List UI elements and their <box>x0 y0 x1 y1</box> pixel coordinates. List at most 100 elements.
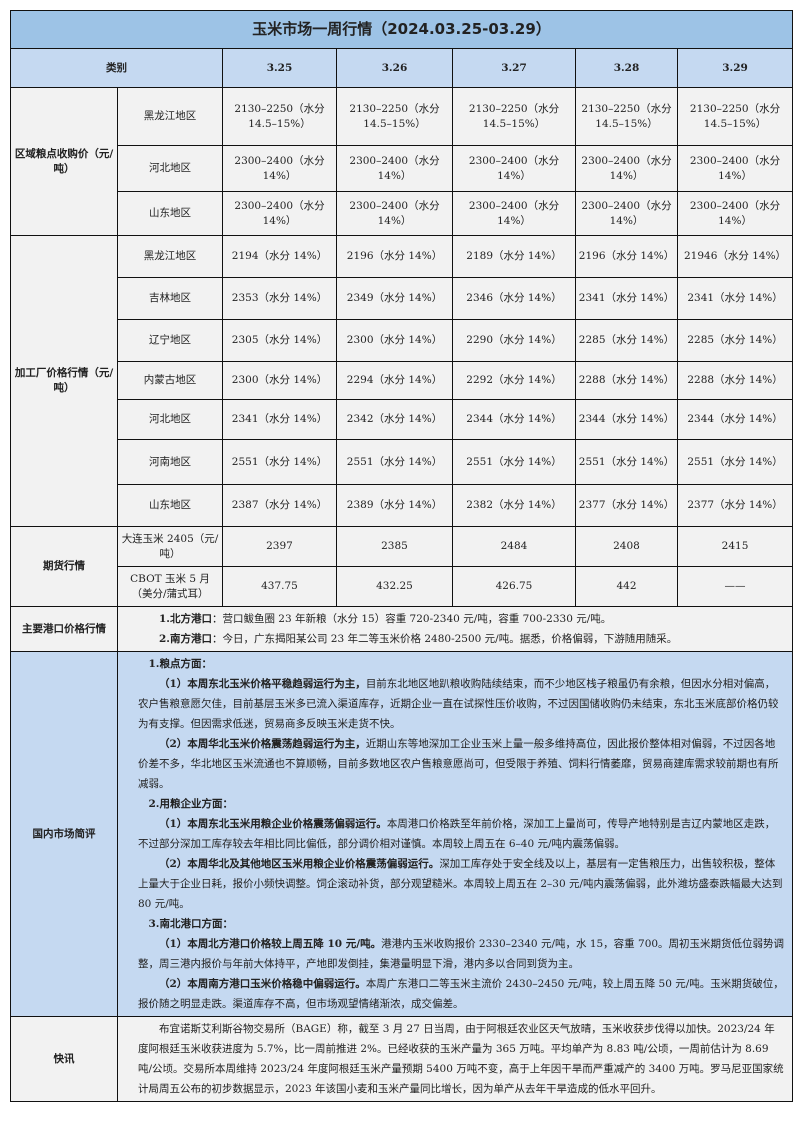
header-date: 3.25 <box>222 48 337 88</box>
price-cell: 2130–2250（水分 14.5–15%） <box>452 87 576 146</box>
price-cell: 2300–2400（水分 14%） <box>575 191 678 236</box>
price-cell: 2342（水分 14%） <box>336 399 453 440</box>
region-label: 河北地区 <box>117 399 223 440</box>
price-cell: 2300–2400（水分 14%） <box>452 145 576 192</box>
price-cell: 2288（水分 14%） <box>575 361 678 400</box>
price-cell: 21946（水分 14%） <box>676 235 794 278</box>
price-cell: 2189（水分 14%） <box>452 235 576 278</box>
price-cell: 2300–2400（水分 14%） <box>676 145 794 192</box>
paragraph-text: 本周广东港口二等玉米主流价 2430–2450 元/吨，较上周五降 50 元/吨… <box>138 978 784 1010</box>
price-cell: 2341（水分 14%） <box>222 399 337 440</box>
table-row: 辽宁地区 2305（水分 14%） 2300（水分 14%） 2290（水分 14%）… <box>11 319 794 362</box>
paragraph-lead: （2）本周华北玉米价格震荡趋弱运行为主， <box>159 738 366 750</box>
price-cell: 2353（水分 14%） <box>222 277 337 320</box>
market-paragraph: （2）本周华北及其他地区玉米用粮企业价格震荡偏弱运行。深加工库存处于安全线及以上… <box>138 854 784 914</box>
paragraph-lead: （1）本周北方港口价格较上周五降 10 元/吨。 <box>159 938 382 950</box>
region-label: 山东地区 <box>117 191 223 236</box>
news-row: 快讯 布宜诺斯艾利斯谷物交易所（BAGE）称，截至 3 月 27 日当周，由于阿根… <box>10 1016 794 1102</box>
price-cell: 2341（水分 14%） <box>575 277 678 320</box>
paragraph-text: 本周港口价格跌至年前价格，深加工上量尚可，传导产地特别是吉辽内蒙地区走跌，不过部… <box>138 818 776 850</box>
paragraph-lead: （2）本周南方港口玉米价格稳中偏弱运行。 <box>159 978 366 990</box>
price-cell: 2344（水分 14%） <box>452 399 576 440</box>
market-content: 1.粮点方面： （1）本周东北玉米价格平稳趋弱运行为主，目前东北地区地趴粮收购陆续… <box>116 651 794 1017</box>
price-cell: 2344（水分 14%） <box>676 399 794 440</box>
price-cell: 2300（水分 14%） <box>222 361 337 400</box>
price-cell: 2300–2400（水分 14%） <box>452 191 576 236</box>
region-label: 内蒙古地区 <box>117 361 223 400</box>
header-date: 3.27 <box>452 48 576 88</box>
price-cell: 2130–2250（水分14.5–15%） <box>575 87 678 146</box>
price-cell: 2130–2250（水分14.5–15%） <box>222 87 337 146</box>
paragraph-lead: （1）本周东北玉米价格平稳趋弱运行为主， <box>159 678 366 690</box>
ports-row: 主要港口价格行情 1.北方港口：营口鲅鱼圈 23 年新粮（水分 15）容重 720… <box>10 606 794 652</box>
category-label: 区域粮点收购价（元/吨） <box>10 87 118 236</box>
table-row: 区域粮点收购价（元/吨） 黑龙江地区 2130–2250（水分14.5–15%） 21… <box>10 87 794 236</box>
price-cell: 2346（水分 14%） <box>452 277 576 320</box>
port-item: 2.南方港口：今日，广东揭阳某公司 23 年二等玉米价格 2480-2500 元… <box>138 629 784 649</box>
price-cell: 2408 <box>575 526 678 567</box>
port-item: 1.北方港口：营口鲅鱼圈 23 年新粮（水分 15）容重 720-2340 元/… <box>138 609 784 629</box>
price-cell: 2194（水分 14%） <box>222 235 337 278</box>
price-cell: 2385 <box>336 526 453 567</box>
table-row: 山东地区 2387（水分 14%） 2389（水分 14%） 2382（水分 14%）… <box>11 484 794 527</box>
market-paragraph: （1）本周东北玉米价格平稳趋弱运行为主，目前东北地区地趴粮收购陆续结束，而不少地… <box>138 674 784 734</box>
price-cell: 2294（水分 14%） <box>336 361 453 400</box>
section-heading: 3.南北港口方面： <box>148 918 233 930</box>
table-row: 吉林地区 2353（水分 14%） 2349（水分 14%） 2346（水分 14%）… <box>11 277 794 320</box>
region-label: 辽宁地区 <box>117 319 223 362</box>
table-row: 加工厂价格行情（元/吨） 黑龙江地区 2194（水分 14%） 2196（水分 14%… <box>10 235 794 527</box>
price-cell: 426.75 <box>452 566 576 607</box>
price-cell: 2551（水分 14%） <box>222 439 337 485</box>
price-cell: 2196（水分 14%） <box>336 235 453 278</box>
paragraph-text: 目前东北地区地趴粮收购陆续结束，而不少地区栈子粮虽仍有余粮，但因水分相对偏高，农… <box>138 678 779 730</box>
price-cell: 2377（水分 14%） <box>575 484 678 527</box>
price-cell: —— <box>676 566 794 607</box>
section-heading: 1.粮点方面： <box>148 658 212 670</box>
table-row: 内蒙古地区 2300（水分 14%） 2294（水分 14%） 2292（水分 14%… <box>11 361 794 400</box>
price-cell: 2382（水分 14%） <box>452 484 576 527</box>
header-date: 3.26 <box>336 48 453 88</box>
price-cell: 2551（水分 14%） <box>676 439 794 485</box>
port-text: ：营口鲅鱼圈 23 年新粮（水分 15）容重 720-2340 元/吨，容重 7… <box>211 613 612 625</box>
region-label: 大连玉米 2405（元/吨） <box>117 526 223 567</box>
region-label: 黑龙江地区 <box>117 235 223 278</box>
price-cell: 2285（水分 14%） <box>575 319 678 362</box>
region-label: 山东地区 <box>117 484 223 527</box>
price-cell: 2389（水分 14%） <box>336 484 453 527</box>
price-cell: 2288（水分 14%） <box>676 361 794 400</box>
price-cell: 2196（水分 14%） <box>575 235 678 278</box>
market-paragraph: （1）本周北方港口价格较上周五降 10 元/吨。港港内玉米收购报价 2330–2… <box>138 934 784 974</box>
price-cell: 2300–2400（水分 14%） <box>222 191 337 236</box>
category-label: 加工厂价格行情（元/吨） <box>10 235 118 527</box>
market-table: 玉米市场一周行情（2024.03.25-03.29） 类别 3.25 3.26 … <box>9 10 794 1102</box>
page-title: 玉米市场一周行情（2024.03.25-03.29） <box>9 10 794 49</box>
paragraph-lead: （1）本周东北玉米用粮企业价格震荡偏弱运行。 <box>159 818 387 830</box>
price-cell: 2300–2400（水分 14%） <box>222 145 337 192</box>
price-cell: 2290（水分 14%） <box>452 319 576 362</box>
market-paragraph: （2）本周南方港口玉米价格稳中偏弱运行。本周广东港口二等玉米主流价 2430–2… <box>138 974 784 1014</box>
news-content: 布宜诺斯艾利斯谷物交易所（BAGE）称，截至 3 月 27 日当周，由于阿根廷农… <box>116 1016 794 1102</box>
price-cell: 2300–2400（水分 14%） <box>575 145 678 192</box>
price-cell: 2300–2400（水分 14%） <box>676 191 794 236</box>
paragraph-text: 近期山东等地深加工企业玉米上量一般多维持高位，因此报价整体相对偏弱，不过因各地价… <box>138 738 779 790</box>
paragraph-text: 深加工库存处于安全线及以上，基层有一定售粮压力，出售较积极，整体上量大于企业日耗… <box>138 858 783 910</box>
price-cell: 2130–2250（水分 14.5–15%） <box>336 87 453 146</box>
price-cell: 442 <box>575 566 678 607</box>
price-cell: 2415 <box>676 526 794 567</box>
port-name: 2.南方港口 <box>159 633 212 645</box>
price-cell: 2387（水分 14%） <box>222 484 337 527</box>
price-cell: 2551（水分 14%） <box>452 439 576 485</box>
header-date: 3.28 <box>575 48 678 88</box>
market-paragraph: （2）本周华北玉米价格震荡趋弱运行为主，近期山东等地深加工企业玉米上量一般多维持… <box>138 734 784 794</box>
price-cell: 2551（水分 14%） <box>575 439 678 485</box>
table-row: 河北地区 2341（水分 14%） 2342（水分 14%） 2344（水分 14%）… <box>11 399 794 440</box>
port-name: 1.北方港口 <box>159 613 212 625</box>
price-cell: 2305（水分 14%） <box>222 319 337 362</box>
region-label: 河北地区 <box>117 145 223 192</box>
price-cell: 2292（水分 14%） <box>452 361 576 400</box>
price-cell: 2484 <box>452 526 576 567</box>
header-category: 类别 <box>10 48 223 88</box>
market-row: 国内市场简评 1.粮点方面： （1）本周东北玉米价格平稳趋弱运行为主，目前东北地区地… <box>10 651 794 1017</box>
price-cell: 437.75 <box>222 566 337 607</box>
price-cell: 2130–2250（水分 14.5–15%） <box>676 87 794 146</box>
